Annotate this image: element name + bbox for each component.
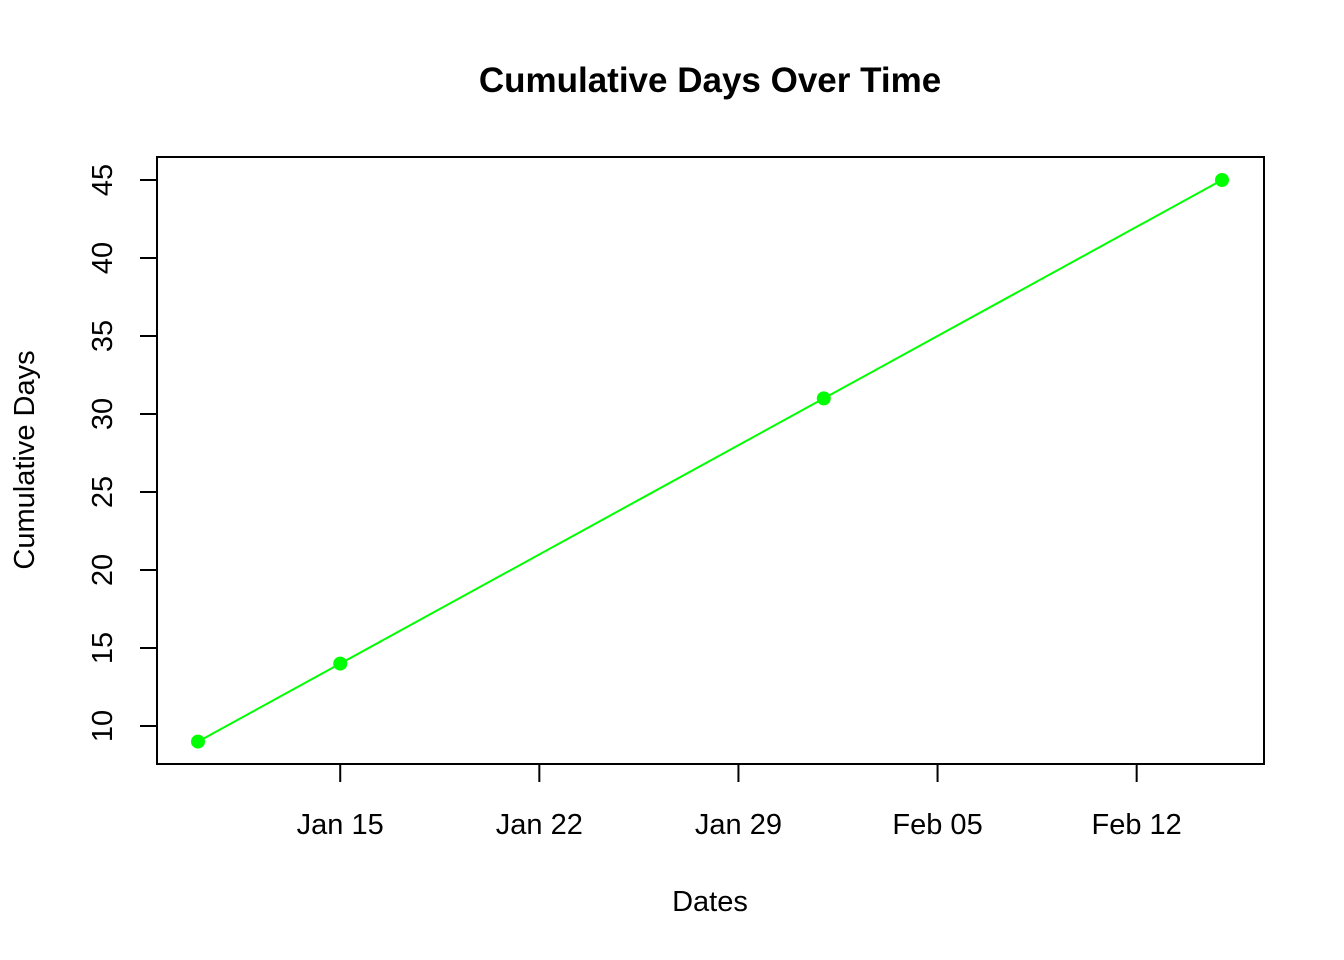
- y-tick-label: 35: [87, 320, 119, 352]
- y-tick-label: 25: [87, 476, 119, 508]
- x-tick-label: Jan 29: [695, 809, 782, 841]
- data-point: [333, 656, 348, 671]
- series-layer: [191, 173, 1229, 749]
- y-tick-label: 15: [87, 632, 119, 664]
- y-axis-label: Cumulative Days: [9, 350, 41, 569]
- x-tick-label: Feb 12: [1092, 809, 1182, 841]
- data-point: [1215, 173, 1229, 187]
- y-tick-label: 40: [87, 242, 119, 274]
- x-tick-label: Feb 05: [892, 809, 982, 841]
- chart-title: Cumulative Days Over Time: [479, 61, 941, 100]
- y-axis: 10 15 20 25 30 35 40 45: [87, 164, 158, 742]
- x-axis: Jan 15 Jan 22 Jan 29 Feb 05 Feb 12: [297, 763, 1182, 841]
- data-point: [191, 734, 205, 749]
- x-axis-label: Dates: [672, 886, 748, 918]
- y-tick-label: 45: [87, 164, 119, 196]
- series-line: [197, 179, 1223, 743]
- x-tick-label: Jan 15: [297, 809, 384, 841]
- y-tick-label: 30: [87, 398, 119, 430]
- y-tick-label: 10: [87, 710, 119, 742]
- y-tick-label: 20: [87, 554, 119, 586]
- data-point: [816, 391, 831, 406]
- x-tick-label: Jan 22: [496, 809, 583, 841]
